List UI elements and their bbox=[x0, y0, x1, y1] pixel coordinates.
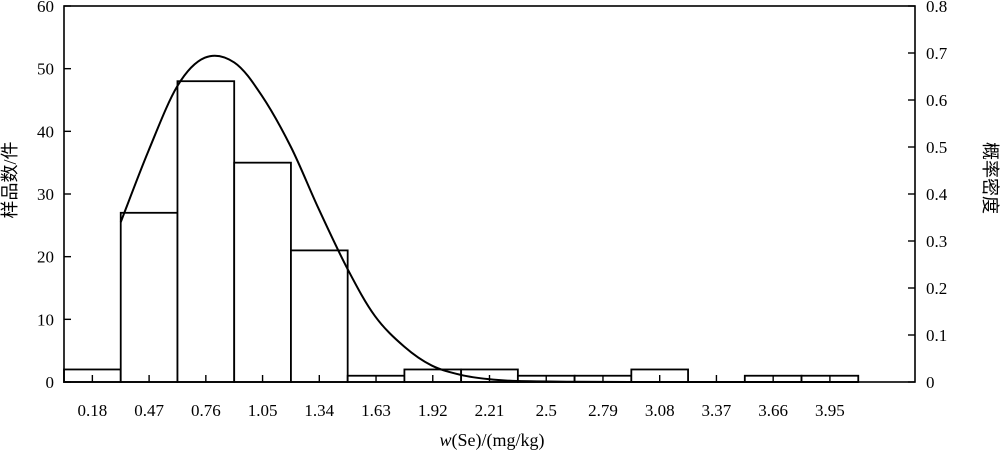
x-tick-label: 2.5 bbox=[536, 401, 557, 420]
y-tick-label-left: 60 bbox=[37, 0, 54, 16]
ticks-layer bbox=[64, 5, 915, 383]
bars-layer bbox=[63, 80, 860, 383]
y-tick-label-left: 20 bbox=[37, 248, 54, 267]
x-tick-label: 0.18 bbox=[77, 401, 107, 420]
histogram-bar bbox=[290, 249, 349, 383]
x-tick-label: 0.47 bbox=[134, 401, 164, 420]
y-tick-label-right: 0.2 bbox=[926, 279, 947, 298]
x-tick-label: 2.79 bbox=[588, 401, 618, 420]
y-tick-label-right: 0.5 bbox=[926, 138, 947, 157]
x-tick-label: 3.66 bbox=[758, 401, 788, 420]
x-tick-label: 1.92 bbox=[418, 401, 448, 420]
histogram-bar bbox=[233, 161, 292, 383]
y-axis-title-right: 概率密度 bbox=[980, 142, 1000, 214]
x-tick-label: 3.95 bbox=[815, 401, 845, 420]
y-tick-label-left: 10 bbox=[37, 310, 54, 329]
x-tick-label: 0.76 bbox=[191, 401, 221, 420]
y-axis-title-left: 样品数/件 bbox=[0, 141, 20, 218]
x-tick-label: 1.05 bbox=[248, 401, 278, 420]
x-tick-label: 3.37 bbox=[702, 401, 732, 420]
y-tick-label-right: 0.1 bbox=[926, 326, 947, 345]
y-tick-label-right: 0 bbox=[926, 373, 935, 392]
x-tick-label: 1.63 bbox=[361, 401, 391, 420]
y-tick-label-right: 0.6 bbox=[926, 91, 947, 110]
histogram-bar bbox=[119, 211, 179, 383]
x-tick-label: 2.21 bbox=[475, 401, 505, 420]
y-tick-label-left: 40 bbox=[37, 122, 54, 141]
x-tick-label: 3.08 bbox=[645, 401, 675, 420]
y-tick-label-right: 0.7 bbox=[926, 44, 948, 63]
y-tick-label-left: 50 bbox=[37, 60, 54, 79]
y-tick-label-left: 30 bbox=[37, 185, 54, 204]
histogram-bar bbox=[176, 80, 236, 383]
x-axis-title: w(Se)/(mg/kg) bbox=[440, 430, 545, 451]
y-tick-label-left: 0 bbox=[46, 373, 55, 392]
y-tick-label-right: 0.4 bbox=[926, 185, 948, 204]
y-tick-label-right: 0.3 bbox=[926, 232, 947, 251]
y-tick-label-right: 0.8 bbox=[926, 0, 947, 16]
tick-labels-layer: 0 10 20 30 40 50 60 0 0.1 0.2 0.3 0.4 0.5 0.6 0.7 0.8 0.… bbox=[37, 0, 948, 420]
x-tick-label: 1.34 bbox=[304, 401, 334, 420]
